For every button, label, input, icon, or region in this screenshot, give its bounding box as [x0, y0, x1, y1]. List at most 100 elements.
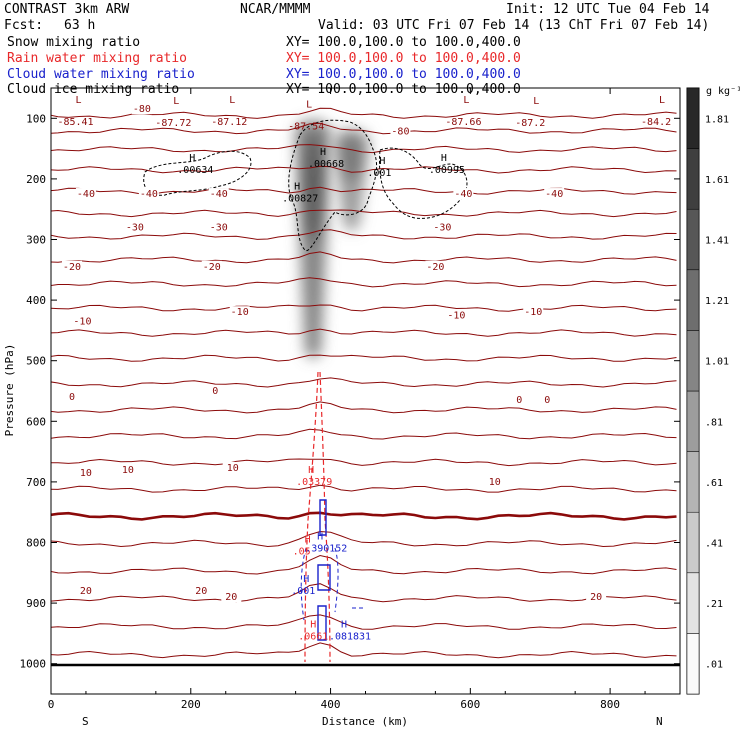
isotherm--20 — [51, 401, 677, 414]
isotherm-25 — [51, 642, 677, 659]
x-tick-label: 400 — [321, 698, 341, 711]
x-axis-title: Distance (km) — [322, 715, 408, 728]
colorbar-level-label: 1.01 — [705, 357, 729, 368]
colorbar: g kg⁻¹ .01 .21 .41 .61 .81 1.01 1.21 1.41 1.61 1.… — [686, 86, 740, 695]
colorbar-level-label: 1.81 — [705, 114, 729, 125]
contour-labels: -80 -80 -40 -40 -40 -40 -40 -30 -30 -30 -20 -20 -20 -… — [57, 95, 671, 603]
colorbar-swatch — [686, 511, 700, 574]
field-xy-cloud-ice: XY= 100.0,100.0 to 100.0,400.0 — [286, 82, 521, 97]
maximum-value: .00827 — [282, 193, 318, 204]
isotherm--35 — [51, 328, 677, 337]
y-tick-label: 300 — [26, 234, 46, 247]
maximum-marker: H — [310, 619, 316, 630]
isotherm--40 — [51, 304, 677, 312]
isotherm-label: -40 — [210, 189, 228, 200]
isotherm-label: -30 — [433, 222, 451, 233]
cloud-ice-outline-right — [379, 147, 468, 219]
temperature-minimum-value: -87.54 — [288, 121, 324, 132]
isotherm--5 — [51, 484, 677, 493]
isotherm-label: -20 — [426, 262, 444, 273]
colorbar-level-label: 1.61 — [705, 175, 729, 186]
temperature-minimum-marker: L — [463, 95, 469, 106]
isotherm-label-bg — [208, 188, 229, 200]
colorbar-swatch — [686, 572, 700, 634]
isotherm--30 — [51, 354, 677, 362]
isotherm-label-bg — [523, 306, 544, 318]
maximum-value: .390152 — [305, 544, 347, 555]
field-name-cloud-ice: Cloud ice mixing ratio — [7, 82, 179, 97]
x-tick-label: 200 — [181, 698, 201, 711]
isotherm-label-bg — [432, 221, 453, 233]
x-end-label-south: S — [82, 715, 89, 728]
y-tick-label: 900 — [26, 597, 46, 610]
isotherm--45 — [51, 277, 677, 288]
maximum-marker: H — [341, 619, 347, 630]
isotherm-label-bg — [205, 385, 226, 396]
isotherm-label: -40 — [77, 189, 95, 200]
isotherm-15 — [51, 583, 677, 603]
temperature-minimum-marker: L — [659, 95, 665, 106]
isotherm--75 — [51, 144, 677, 154]
isotherm--25 — [51, 377, 677, 388]
temperature-contours — [51, 107, 677, 659]
valid-time: Valid: 03 UTC Fri 07 Feb 14 (13 ChT Fri … — [318, 18, 709, 33]
isotherm-label-bg — [425, 260, 446, 272]
isotherm-label-bg — [124, 221, 145, 233]
maximum-value: .081831 — [329, 631, 371, 642]
y-axis-title: Pressure (hPa) — [3, 344, 16, 437]
isotherm-label: 20 — [590, 592, 602, 603]
forecast-label: Fcst: — [4, 18, 43, 33]
temperature-minimum-marker: L — [75, 95, 81, 106]
isotherm-label: -30 — [126, 222, 144, 233]
isotherm-label-bg — [72, 315, 93, 327]
colorbar-level-label: .21 — [705, 599, 723, 610]
plot-area — [51, 107, 680, 667]
colorbar-unit: g kg⁻¹ — [706, 86, 740, 97]
maximum-value: .001 — [367, 168, 391, 179]
colorbar-swatch — [686, 148, 700, 210]
colorbar-level-label: .61 — [705, 478, 723, 489]
isotherm-label: -20 — [203, 262, 221, 273]
isotherm-label: -10 — [73, 316, 91, 327]
y-tick-label: 700 — [26, 476, 46, 489]
isotherm-0 — [51, 511, 677, 521]
maximum-marker: H — [294, 181, 300, 192]
temperature-minimum-value: -85.41 — [57, 117, 93, 128]
temperature-minimum-value: -87.2 — [515, 118, 545, 129]
maximum-value: .001 — [291, 586, 315, 597]
y-tick-label: 200 — [26, 173, 46, 186]
isotherm-label-bg — [131, 103, 152, 115]
maximum-value: .00995 — [429, 165, 465, 176]
isotherm-10 — [51, 554, 677, 575]
isotherm-label: -80 — [391, 127, 409, 138]
cloud-water-solid — [317, 499, 331, 641]
snow-plume-0 — [295, 120, 332, 359]
isotherm-label-bg — [75, 584, 96, 596]
field-xy-snow: XY= 100.0,100.0 to 100.0,400.0 — [286, 35, 521, 50]
temperature-minimum-value: -84.2 — [641, 117, 671, 128]
isotherm--50 — [51, 251, 677, 264]
isotherm-label-bg — [509, 394, 530, 406]
isotherm-label: 20 — [195, 586, 207, 597]
y-tick-label: 600 — [26, 415, 46, 428]
maximum-marker: H — [189, 153, 195, 164]
maximum-marker: H — [305, 535, 311, 546]
isotherm-label: -10 — [231, 307, 249, 318]
temperature-minimum-marker: L — [173, 96, 179, 107]
colorbar-swatch — [686, 269, 700, 331]
y-tick-label: 100 — [26, 112, 46, 125]
isotherm--15 — [51, 428, 677, 440]
colorbar-swatch — [686, 633, 700, 695]
isotherm-label-bg — [446, 309, 467, 321]
isotherm-label: 20 — [80, 586, 92, 597]
colorbar-swatch — [686, 390, 700, 452]
isotherm--10 — [51, 458, 677, 467]
isotherm-label: 0 — [516, 395, 522, 406]
cloud-water-contours — [300, 499, 364, 641]
model-name: CONTRAST 3km ARW — [4, 2, 129, 17]
isotherm-label: -30 — [210, 222, 228, 233]
colorbar-level-label: 1.41 — [705, 236, 729, 247]
colorbar-swatch — [686, 451, 700, 513]
colorbar-level-label: .41 — [705, 539, 723, 550]
